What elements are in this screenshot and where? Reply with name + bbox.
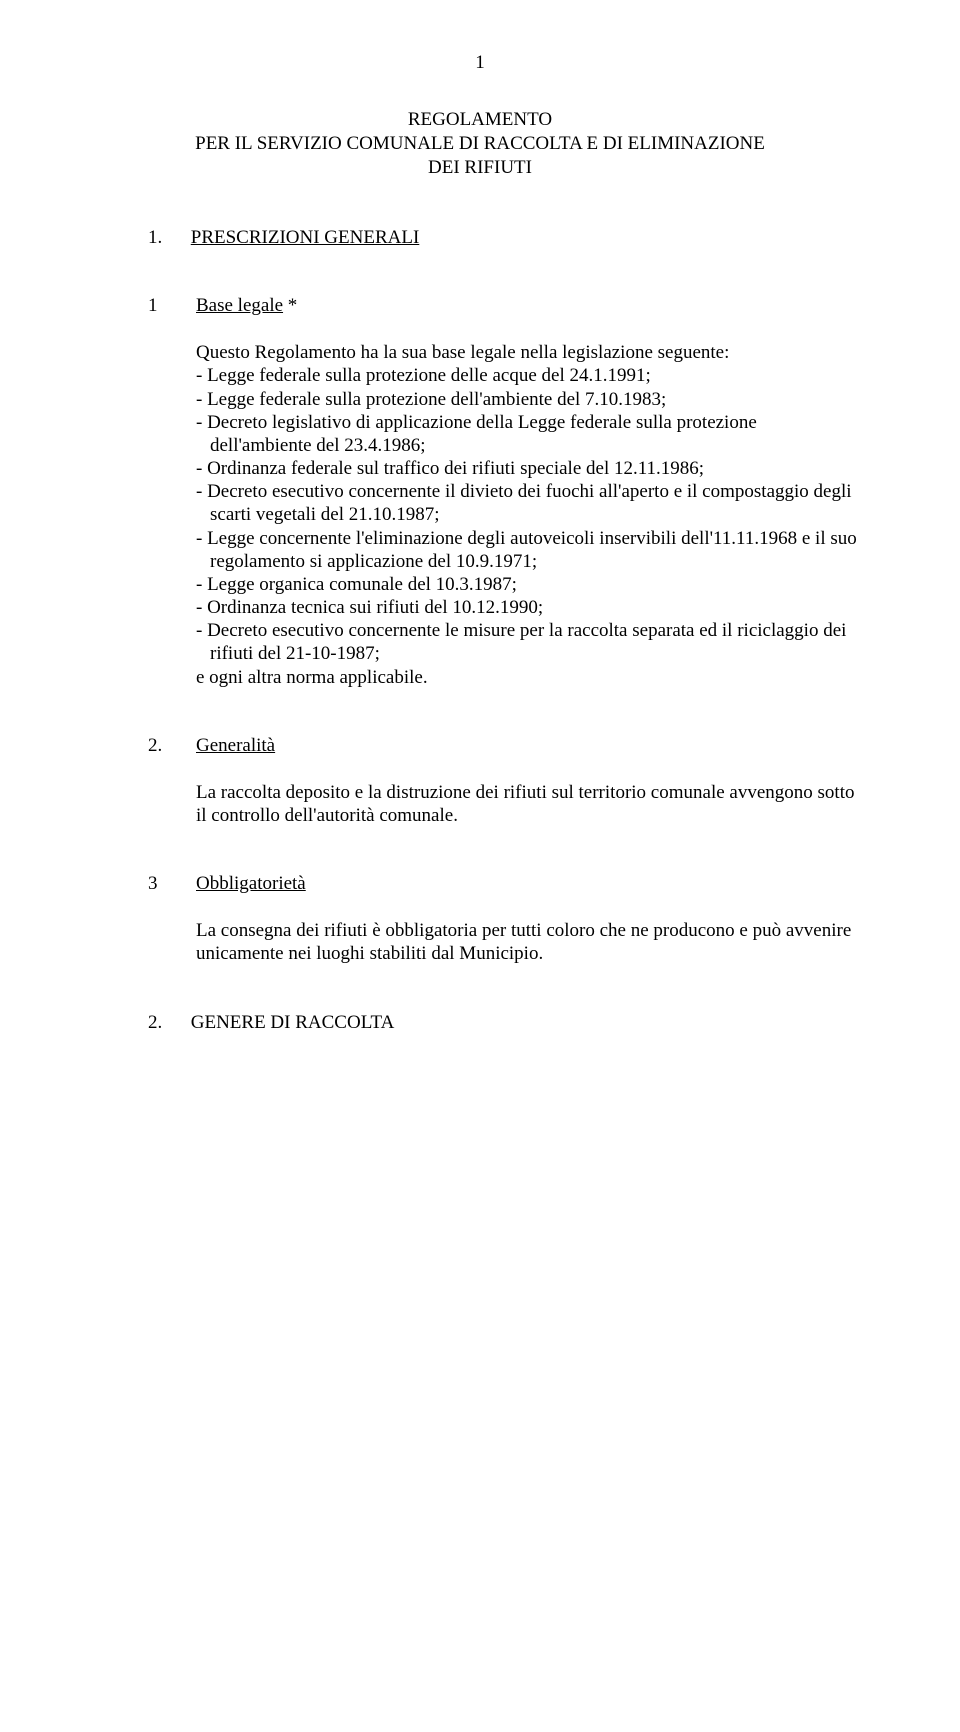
article-2-title: Generalità <box>196 735 275 756</box>
article-2: 2.Generalità La raccolta deposito e la d… <box>100 735 860 827</box>
list-item: - Ordinanza tecnica sui rifiuti del 10.1… <box>196 596 860 619</box>
article-1-body: Questo Regolamento ha la sua base legale… <box>148 341 860 689</box>
article-3-head: 3Obbligatorietà <box>148 873 860 895</box>
list-item: - Legge federale sulla protezione delle … <box>196 364 860 387</box>
article-3: 3Obbligatorietà La consegna dei rifiuti … <box>100 873 860 965</box>
list-item: - Legge federale sulla protezione dell'a… <box>196 388 860 411</box>
article-2-head: 2.Generalità <box>148 735 860 757</box>
list-item: - Legge concernente l'eliminazione degli… <box>196 527 860 573</box>
document-title: REGOLAMENTO PER IL SERVIZIO COMUNALE DI … <box>100 108 860 179</box>
list-item: - Decreto esecutivo concernente il divie… <box>196 480 860 526</box>
article-2-body: La raccolta deposito e la distruzione de… <box>148 781 860 827</box>
title-line-1: REGOLAMENTO <box>408 109 552 130</box>
section-2-heading: 2. GENERE DI RACCOLTA <box>100 1012 860 1034</box>
article-1: 1Base legale * Questo Regolamento ha la … <box>100 295 860 689</box>
section-1-number: 1. <box>148 227 162 249</box>
page-number: 1 <box>100 52 860 74</box>
article-1-list: - Legge federale sulla protezione delle … <box>196 364 860 665</box>
section-1-heading: 1. PRESCRIZIONI GENERALI <box>100 227 860 249</box>
article-1-closing: e ogni altra norma applicabile. <box>196 666 860 689</box>
section-2-number: 2. <box>148 1012 162 1033</box>
article-3-body: La consegna dei rifiuti è obbligatoria p… <box>148 919 860 965</box>
article-3-number: 3 <box>148 873 196 895</box>
article-3-title: Obbligatorietà <box>196 873 306 894</box>
article-1-head: 1Base legale * <box>148 295 860 317</box>
title-line-2: PER IL SERVIZIO COMUNALE DI RACCOLTA E D… <box>195 133 765 154</box>
list-item: - Legge organica comunale del 10.3.1987; <box>196 573 860 596</box>
list-item: - Decreto esecutivo concernente le misur… <box>196 619 860 665</box>
list-item: - Decreto legislativo di applicazione de… <box>196 411 860 457</box>
section-1-label: PRESCRIZIONI GENERALI <box>191 227 420 248</box>
title-line-3: DEI RIFIUTI <box>428 157 532 178</box>
article-1-number: 1 <box>148 295 196 317</box>
article-1-title: Base legale <box>196 295 283 316</box>
article-2-number: 2. <box>148 735 196 757</box>
article-1-marker: * <box>283 295 297 316</box>
section-2-label: GENERE DI RACCOLTA <box>191 1012 395 1033</box>
article-1-intro: Questo Regolamento ha la sua base legale… <box>196 341 860 364</box>
list-item: - Ordinanza federale sul traffico dei ri… <box>196 457 860 480</box>
